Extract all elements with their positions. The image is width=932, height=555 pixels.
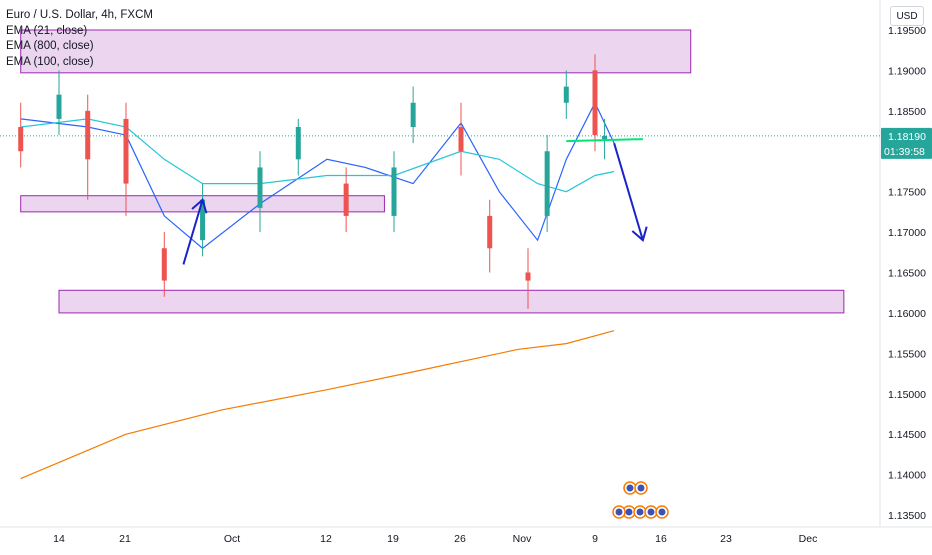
- price-tick-label: 1.15000: [888, 389, 926, 401]
- candle-body-1[interactable]: [56, 94, 62, 119]
- candle-body-8[interactable]: [343, 183, 349, 216]
- candle-body-2[interactable]: [85, 110, 91, 160]
- time-tick-label: 14: [53, 533, 65, 545]
- ema-line-0[interactable]: [20, 101, 615, 250]
- price-tick-label: 1.16000: [888, 308, 926, 320]
- event-flag-icon: [615, 508, 623, 516]
- event-flag-icon: [658, 508, 666, 516]
- time-tick-label: 23: [720, 533, 732, 545]
- time-tick-label: Nov: [513, 533, 532, 545]
- indicator-ema-100[interactable]: EMA (100, close): [6, 55, 94, 68]
- candle-body-13[interactable]: [525, 272, 531, 281]
- price-tick-label: 1.18500: [888, 106, 926, 118]
- candle-body-6[interactable]: [257, 167, 263, 208]
- time-tick-label: Dec: [799, 533, 818, 545]
- price-tick-label: 1.17500: [888, 187, 926, 199]
- candle-body-5[interactable]: [200, 199, 206, 241]
- time-tick-label: 21: [119, 533, 131, 545]
- candle-body-14[interactable]: [544, 151, 550, 216]
- price-tick-label: 1.19500: [888, 25, 926, 37]
- candle-body-16[interactable]: [592, 70, 598, 136]
- price-tick-label: 1.19000: [888, 65, 926, 77]
- price-tick-label: 1.15500: [888, 348, 926, 360]
- price-tick-label: 1.17000: [888, 227, 926, 239]
- price-tick-label: 1.14000: [888, 470, 926, 482]
- chart-legend: Euro / U.S. Dollar, 4h, FXCM EMA (21, cl…: [6, 8, 153, 70]
- trend-line[interactable]: [566, 138, 643, 143]
- candle-body-15[interactable]: [563, 86, 569, 103]
- time-tick-label: 12: [320, 533, 332, 545]
- price-axis-panel[interactable]: [880, 0, 932, 550]
- event-flag-icon: [637, 484, 645, 492]
- up-arrow-shaft[interactable]: [182, 199, 204, 265]
- chart-title[interactable]: Euro / U.S. Dollar, 4h, FXCM: [6, 9, 153, 21]
- candle-body-10[interactable]: [410, 102, 416, 127]
- price-tick-label: 1.16500: [888, 268, 926, 280]
- event-flag-icon: [625, 508, 633, 516]
- candle-body-0[interactable]: [18, 127, 24, 152]
- time-tick-label: 19: [387, 533, 399, 545]
- currency-button[interactable]: USD: [890, 6, 924, 26]
- time-tick-label: Oct: [224, 533, 240, 545]
- candle-body-9[interactable]: [391, 167, 397, 216]
- candle-body-3[interactable]: [123, 118, 129, 184]
- down-arrow-head: [631, 226, 648, 242]
- up-arrow-head: [191, 197, 208, 214]
- candle-body-12[interactable]: [487, 215, 493, 249]
- event-flag-icon: [636, 508, 644, 516]
- indicator-ema-800[interactable]: EMA (800, close): [6, 40, 94, 52]
- event-flag-icon: [647, 508, 655, 516]
- price-tick-label: 1.13500: [888, 510, 926, 522]
- time-tick-label: 9: [592, 533, 598, 545]
- ema-line-2[interactable]: [20, 330, 615, 480]
- countdown-label: 01:39:58: [884, 146, 925, 158]
- zone-rect-2[interactable]: [58, 289, 845, 314]
- indicator-ema-21[interactable]: EMA (21, close): [6, 24, 88, 37]
- last-price-tag[interactable]: [881, 127, 932, 159]
- price-tick-label: 1.14500: [888, 429, 926, 441]
- candle-body-4[interactable]: [161, 248, 167, 281]
- down-arrow-shaft[interactable]: [613, 142, 644, 241]
- ema-line-1[interactable]: [20, 118, 615, 193]
- candle-body-11[interactable]: [458, 127, 464, 152]
- time-tick-label: 26: [454, 533, 466, 545]
- zone-rect-0[interactable]: [20, 29, 692, 74]
- candle-body-7[interactable]: [295, 127, 301, 160]
- time-tick-label: 16: [655, 533, 667, 545]
- event-flag-icon: [626, 484, 634, 492]
- last-price-label: 1.18190: [888, 131, 926, 143]
- candle-body-17[interactable]: [602, 135, 608, 140]
